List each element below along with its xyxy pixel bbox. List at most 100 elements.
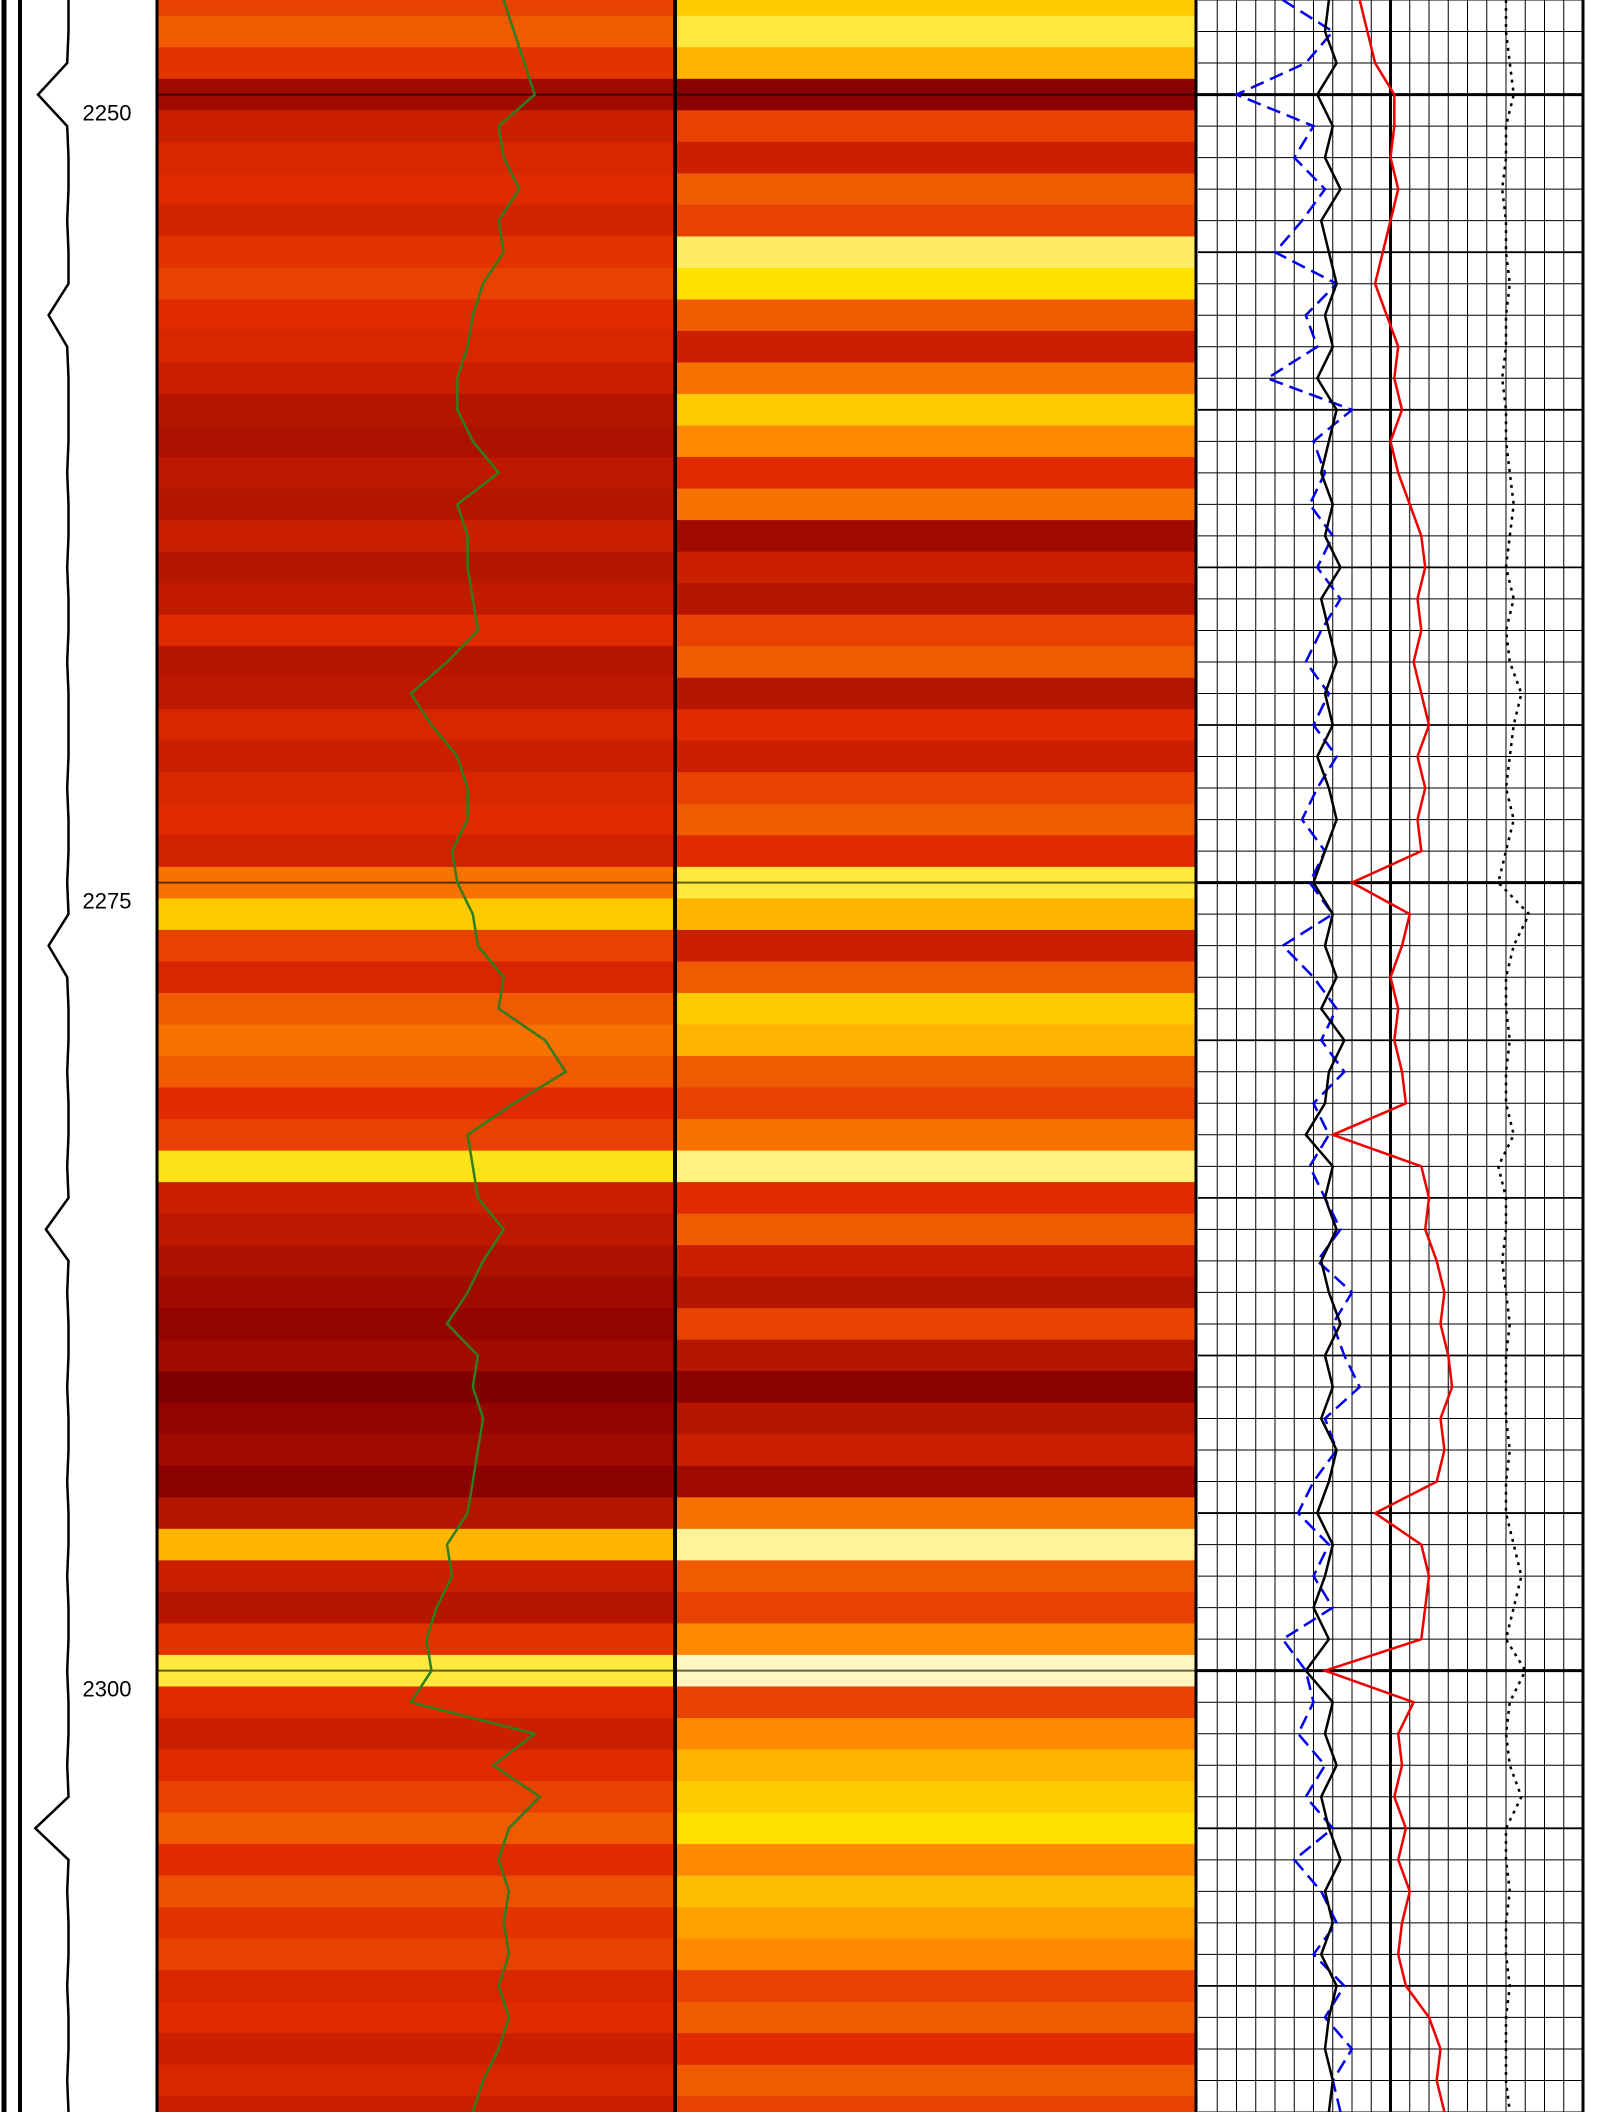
image-row <box>158 1465 674 1498</box>
image-row <box>676 1686 1195 1719</box>
image-row <box>158 362 674 395</box>
image-row <box>676 236 1195 269</box>
image-row <box>158 141 674 174</box>
image-row <box>158 2001 674 2034</box>
image-row <box>676 1970 1195 2003</box>
image-row <box>676 929 1195 962</box>
image-row <box>158 1623 674 1656</box>
image-row <box>158 740 674 773</box>
image-row <box>158 0 674 17</box>
image-row <box>158 583 674 616</box>
image-row <box>676 1844 1195 1877</box>
image-track <box>158 0 674 2112</box>
image-row <box>158 1024 674 1057</box>
image-row <box>158 1434 674 1467</box>
image-row <box>676 2033 1195 2066</box>
image-row <box>676 1591 1195 1624</box>
image-row <box>158 110 674 143</box>
image-row <box>158 1970 674 2003</box>
image-row <box>676 394 1195 427</box>
image-row <box>676 0 1195 17</box>
image-row <box>158 646 674 679</box>
depth-label: 2275 <box>83 888 132 913</box>
image-row <box>158 2064 674 2097</box>
image-row <box>158 1308 674 1341</box>
image-row <box>158 488 674 521</box>
image-row <box>676 47 1195 80</box>
image-row <box>676 1781 1195 1814</box>
image-row <box>676 1056 1195 1089</box>
image-row <box>158 1087 674 1120</box>
log-curve <box>1233 0 1362 2112</box>
image-row <box>676 2064 1195 2097</box>
image-row <box>676 1024 1195 1057</box>
image-row <box>158 961 674 994</box>
image-row <box>676 961 1195 994</box>
image-row <box>158 1056 674 1089</box>
image-row <box>676 1150 1195 1183</box>
image-row <box>158 803 674 836</box>
image-row <box>158 1749 674 1782</box>
image-row <box>158 898 674 931</box>
image-row <box>676 1812 1195 1845</box>
image-row <box>158 1907 674 1940</box>
image-row <box>676 1213 1195 1246</box>
image-row <box>676 141 1195 174</box>
image-row <box>676 110 1195 143</box>
image-track <box>676 0 1195 2112</box>
image-row <box>158 1371 674 1404</box>
image-row <box>676 457 1195 490</box>
image-row <box>676 1749 1195 1782</box>
image-row <box>676 267 1195 300</box>
image-row <box>158 677 674 710</box>
image-row <box>676 835 1195 868</box>
image-row <box>158 1402 674 1435</box>
image-row <box>676 362 1195 395</box>
image-row <box>676 1402 1195 1435</box>
image-row <box>158 2033 674 2066</box>
image-row <box>158 1497 674 1530</box>
log-curve <box>408 0 568 2112</box>
image-row <box>676 1717 1195 1750</box>
depth-label: 2250 <box>83 100 132 125</box>
image-row <box>158 1182 674 1215</box>
image-row <box>676 1465 1195 1498</box>
image-row <box>158 1245 674 1278</box>
image-row <box>158 614 674 647</box>
image-row <box>158 992 674 1025</box>
image-row <box>676 1119 1195 1152</box>
image-row <box>158 709 674 742</box>
image-row <box>676 992 1195 1025</box>
image-row <box>676 1875 1195 1908</box>
image-row <box>158 267 674 300</box>
image-row <box>676 614 1195 647</box>
image-row <box>676 330 1195 364</box>
image-row <box>158 1844 674 1877</box>
image-row <box>676 1560 1195 1593</box>
image-row <box>676 740 1195 773</box>
image-row <box>158 1875 674 1908</box>
image-row <box>676 677 1195 710</box>
image-row <box>676 1308 1195 1341</box>
image-row <box>158 1150 674 1183</box>
image-row <box>676 709 1195 742</box>
image-row <box>676 1907 1195 1940</box>
image-row <box>158 1119 674 1152</box>
image-row <box>158 1560 674 1593</box>
image-row <box>676 1528 1195 1561</box>
image-row <box>676 772 1195 805</box>
image-row <box>158 47 674 80</box>
image-row <box>676 2096 1195 2112</box>
image-row <box>676 646 1195 679</box>
image-row <box>158 1591 674 1624</box>
image-row <box>158 551 674 584</box>
image-row <box>676 1087 1195 1120</box>
image-row <box>676 803 1195 836</box>
image-row <box>676 583 1195 616</box>
image-row <box>158 204 674 237</box>
image-row <box>676 488 1195 521</box>
image-row <box>676 520 1195 553</box>
log-curve <box>1496 0 1531 2112</box>
